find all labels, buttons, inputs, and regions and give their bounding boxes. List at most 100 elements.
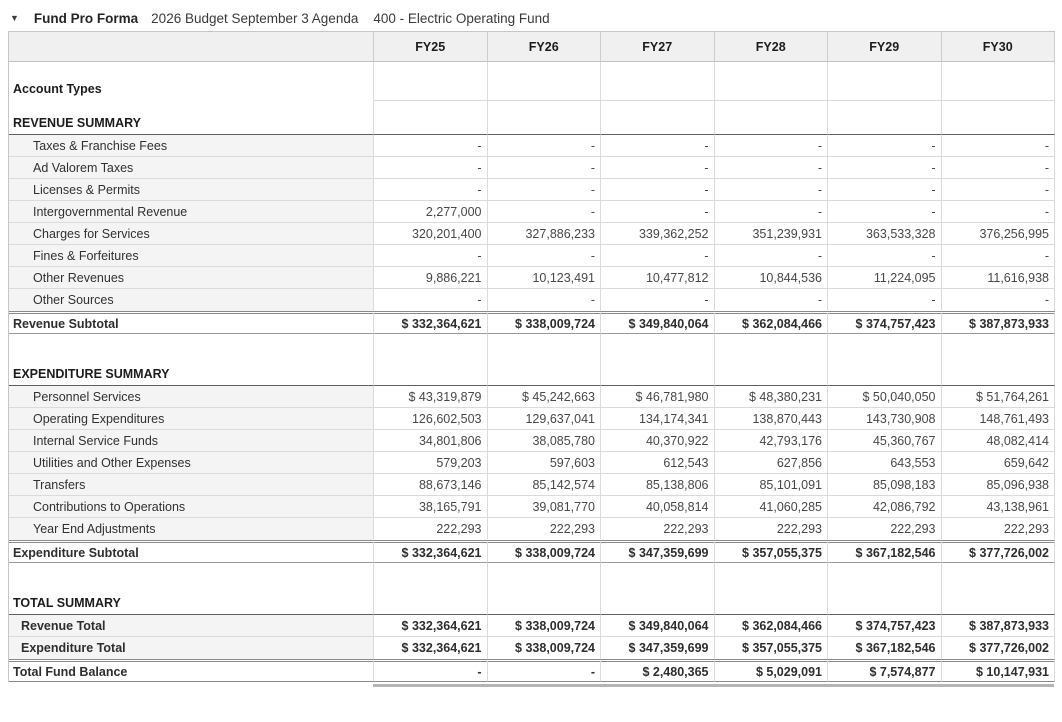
table-bottom-edge: [373, 684, 1054, 687]
row-label: EXPENDITURE SUMMARY: [9, 334, 374, 386]
column-header-fy25: FY25: [374, 32, 488, 62]
cell-fy25: -: [374, 245, 488, 267]
cell-fy28: -: [714, 245, 828, 267]
cell-fy28: -: [714, 179, 828, 201]
cell-fy27: $ 347,359,699: [601, 540, 715, 563]
proforma-table-body: Account Types REVENUE SUMMARY Taxes & Fran…: [9, 62, 1055, 682]
cell-fy25: [374, 334, 488, 386]
cell-fy27: $ 2,480,365: [601, 659, 715, 682]
cell-fy30: 222,293: [942, 518, 1055, 540]
table-row: EXPENDITURE SUMMARY: [9, 334, 1055, 386]
cell-fy29: $ 367,182,546: [828, 540, 942, 563]
report-title[interactable]: Fund Pro Forma: [33, 11, 139, 26]
cell-fy25: -: [374, 135, 488, 157]
column-header-fy28: FY28: [714, 32, 828, 62]
cell-fy25: $ 332,364,621: [374, 311, 488, 334]
cell-fy25: 2,277,000: [374, 201, 488, 223]
cell-fy26: -: [487, 245, 601, 267]
row-label: Taxes & Franchise Fees: [9, 135, 374, 157]
cell-fy26: -: [487, 157, 601, 179]
row-label: Revenue Subtotal: [9, 311, 374, 334]
cell-fy28: -: [714, 201, 828, 223]
cell-fy26: [487, 563, 601, 615]
cell-fy25: $ 332,364,621: [374, 637, 488, 659]
table-row: Personnel Services $ 43,319,879 $ 45,242,6…: [9, 386, 1055, 408]
cell-fy25: 38,165,791: [374, 496, 488, 518]
row-label-header: [9, 32, 374, 62]
cell-fy26: 39,081,770: [487, 496, 601, 518]
cell-fy27: 339,362,252: [601, 223, 715, 245]
cell-fy27: 10,477,812: [601, 267, 715, 289]
cell-fy28: [714, 334, 828, 386]
cell-fy28: 351,239,931: [714, 223, 828, 245]
cell-fy30: -: [941, 245, 1055, 267]
cell-fy25: -: [374, 659, 488, 682]
cell-fy30: 659,642: [941, 452, 1055, 474]
cell-fy28: $ 362,084,466: [714, 311, 828, 334]
cell-fy29: 11,224,095: [828, 267, 942, 289]
table-row: Transfers 88,673,146 85,142,574 85,138,806 8…: [9, 474, 1055, 496]
cell-fy27: [601, 334, 715, 386]
table-row: Revenue Subtotal $ 332,364,621 $ 338,009,7…: [9, 311, 1055, 334]
table-row: Licenses & Permits - - - - - -: [9, 179, 1055, 201]
cell-fy29: 143,730,908: [828, 408, 942, 430]
cell-fy30: 48,082,414: [941, 430, 1055, 452]
cell-fy28: 85,101,091: [714, 474, 828, 496]
collapse-caret-icon[interactable]: ▼: [10, 13, 19, 23]
table-row: Total Fund Balance - - $ 2,480,365 $ 5,029,0…: [9, 659, 1055, 682]
cell-fy29: 222,293: [828, 518, 942, 540]
table-row: Expenditure Total $ 332,364,621 $ 338,009,…: [9, 637, 1055, 659]
cell-fy30: 85,096,938: [941, 474, 1055, 496]
cell-fy30: 376,256,995: [941, 223, 1055, 245]
cell-fy25: [374, 101, 488, 135]
cell-fy29: 643,553: [828, 452, 942, 474]
table-row: Other Sources - - - - - -: [9, 289, 1055, 311]
cell-fy27: 40,370,922: [601, 430, 715, 452]
cell-fy27: [601, 101, 715, 135]
cell-fy27: -: [601, 201, 715, 223]
cell-fy26: -: [487, 179, 601, 201]
cell-fy30: $ 51,764,261: [941, 386, 1055, 408]
cell-fy28: 222,293: [715, 518, 828, 540]
cell-fy29: -: [828, 245, 942, 267]
cell-fy29: $ 7,574,877: [828, 659, 942, 682]
cell-fy29: [828, 563, 942, 615]
cell-fy26: 327,886,233: [487, 223, 601, 245]
cell-fy25: 320,201,400: [374, 223, 488, 245]
cell-fy26: $ 338,009,724: [487, 311, 601, 334]
table-row: Utilities and Other Expenses 579,203 597,6…: [9, 452, 1055, 474]
cell-fy26: -: [487, 135, 601, 157]
cell-fy29: $ 367,182,546: [828, 637, 942, 659]
cell-fy28: $ 357,055,375: [715, 637, 828, 659]
cell-fy30: $ 387,873,933: [941, 311, 1055, 334]
cell-fy27: 134,174,341: [601, 408, 715, 430]
cell-fy27: 40,058,814: [601, 496, 715, 518]
column-header-fy30: FY30: [941, 32, 1055, 62]
cell-fy25: $ 43,319,879: [374, 386, 488, 408]
row-label: Transfers: [9, 474, 374, 496]
cell-fy30: $ 377,726,002: [942, 637, 1055, 659]
cell-fy25: 9,886,221: [374, 267, 488, 289]
cell-fy30: $ 387,873,933: [941, 615, 1055, 637]
cell-fy29: [828, 62, 942, 101]
cell-fy29: -: [828, 135, 942, 157]
cell-fy26: $ 338,009,724: [487, 615, 601, 637]
cell-fy29: 42,086,792: [828, 496, 942, 518]
fund-name: 400 - Electric Operating Fund: [373, 11, 550, 26]
cell-fy30: -: [941, 135, 1055, 157]
cell-fy28: $ 48,380,231: [714, 386, 828, 408]
cell-fy29: 363,533,328: [828, 223, 942, 245]
cell-fy28: [714, 62, 828, 101]
report-header: ▼ Fund Pro Forma 2026 Budget September 3…: [10, 11, 1062, 26]
cell-fy26: 38,085,780: [487, 430, 601, 452]
cell-fy27: [601, 563, 715, 615]
table-row: TOTAL SUMMARY: [9, 563, 1055, 615]
table-row: Intergovernmental Revenue 2,277,000- - - - -: [9, 201, 1055, 223]
row-label: Expenditure Total: [9, 637, 374, 659]
cell-fy25: -: [374, 179, 488, 201]
table-row: Account Types: [9, 62, 1055, 101]
row-label: Intergovernmental Revenue: [9, 201, 374, 223]
cell-fy27: $ 347,359,699: [601, 637, 715, 659]
cell-fy30: 43,138,961: [941, 496, 1055, 518]
cell-fy25: 88,673,146: [374, 474, 488, 496]
